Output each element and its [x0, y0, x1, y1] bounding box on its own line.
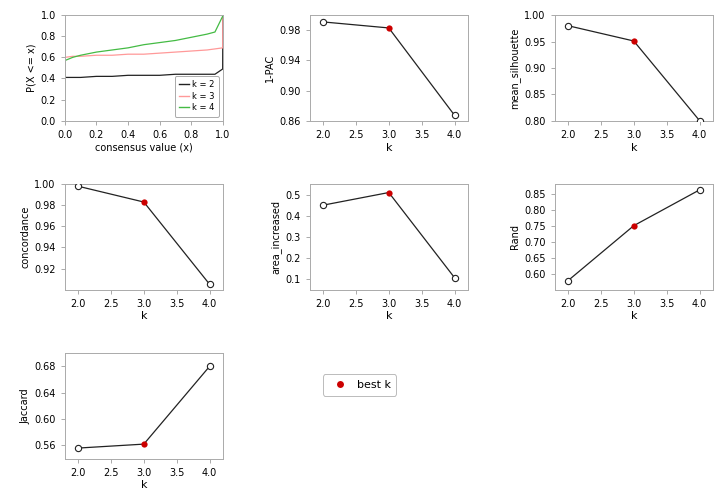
X-axis label: k: k: [140, 311, 147, 322]
Legend: k = 2, k = 3, k = 4: k = 2, k = 3, k = 4: [174, 76, 219, 116]
X-axis label: consensus value (x): consensus value (x): [95, 143, 193, 153]
Y-axis label: area_increased: area_increased: [270, 200, 282, 274]
X-axis label: k: k: [385, 311, 392, 322]
Y-axis label: mean_silhouette: mean_silhouette: [509, 27, 520, 108]
X-axis label: k: k: [140, 480, 147, 490]
Legend: best k: best k: [323, 374, 396, 396]
Y-axis label: Rand: Rand: [510, 224, 520, 249]
Y-axis label: Jaccard: Jaccard: [20, 388, 30, 424]
X-axis label: k: k: [631, 143, 637, 153]
X-axis label: k: k: [385, 143, 392, 153]
X-axis label: k: k: [631, 311, 637, 322]
Y-axis label: P(X <= x): P(X <= x): [26, 44, 36, 92]
Y-axis label: concordance: concordance: [20, 206, 30, 268]
Y-axis label: 1-PAC: 1-PAC: [265, 54, 275, 82]
